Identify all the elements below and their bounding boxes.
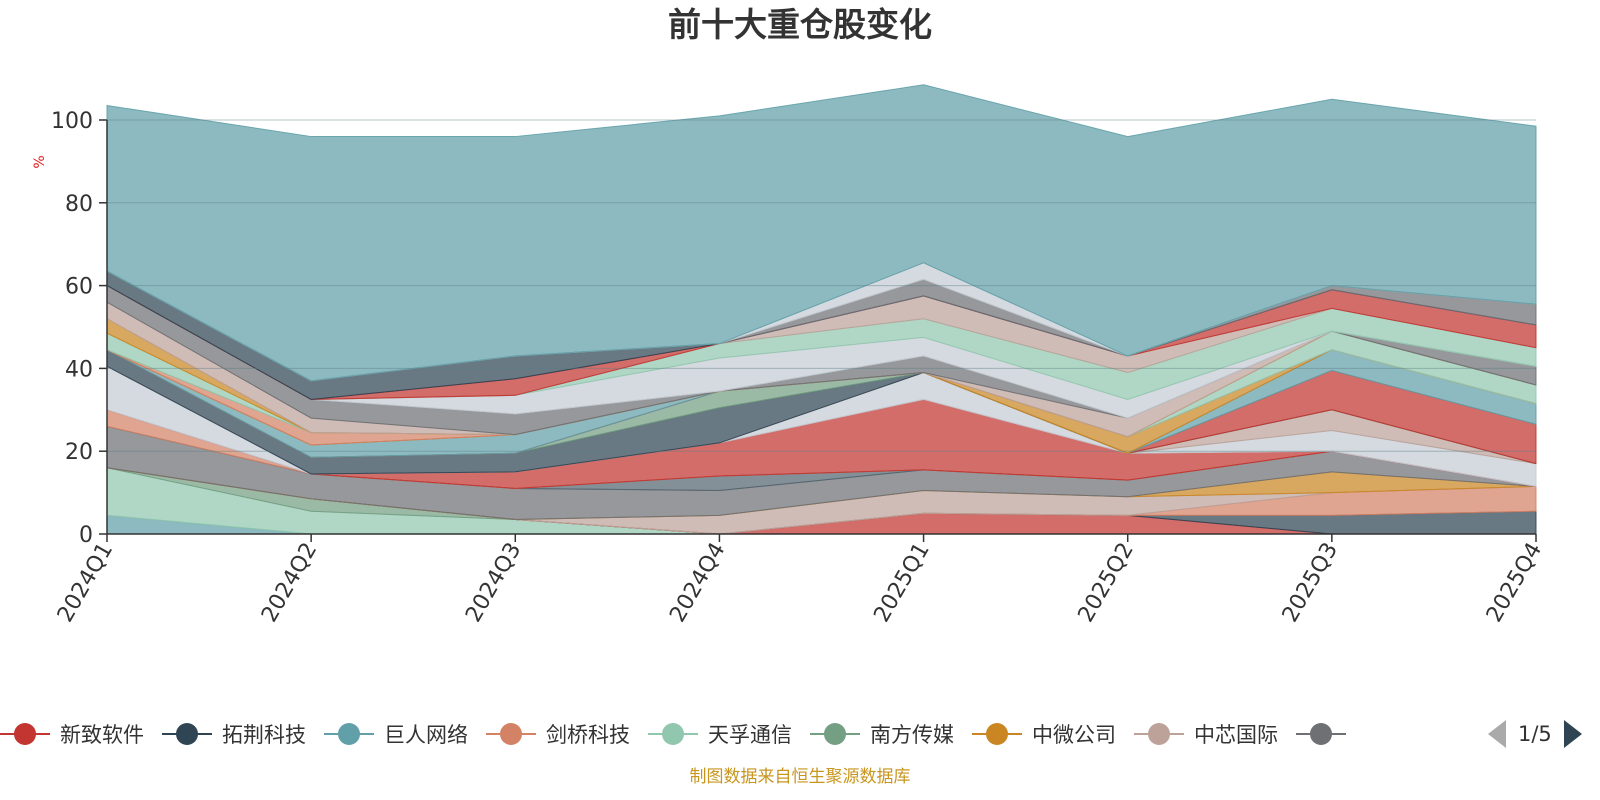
legend-item[interactable]: 中微公司 xyxy=(972,712,1130,756)
legend-label: 巨人网络 xyxy=(384,723,468,747)
y-tick-label: 20 xyxy=(65,440,93,465)
legend-symbol-icon xyxy=(810,723,860,745)
legend-label: 天孚通信 xyxy=(708,723,792,747)
legend-label: 中芯国际 xyxy=(1194,723,1278,747)
x-tick-label: 2025Q4 xyxy=(1482,539,1547,627)
legend-label: 中微公司 xyxy=(1032,723,1116,747)
legend-pager: 1/5 xyxy=(1488,716,1582,752)
legend-label: 新致软件 xyxy=(60,723,144,747)
x-tick-label: 2024Q1 xyxy=(53,539,118,627)
legend-item[interactable]: 剑桥科技 xyxy=(486,712,644,756)
legend-label: 南方传媒 xyxy=(870,723,954,747)
series-layer xyxy=(106,84,1537,535)
area-series-31 xyxy=(106,84,1537,382)
legend-item[interactable]: 南方传媒 xyxy=(810,712,968,756)
legend-next-page-icon[interactable] xyxy=(1563,720,1582,748)
legend-symbol-icon xyxy=(324,723,374,745)
y-tick-label: 40 xyxy=(65,357,93,382)
x-tick-label: 2025Q2 xyxy=(1074,539,1139,627)
legend-symbol-icon xyxy=(0,723,50,745)
legend-item[interactable]: 中芯国际 xyxy=(1134,712,1292,756)
legend-item[interactable] xyxy=(1296,712,1370,756)
y-axis-unit-label: % xyxy=(32,155,48,168)
x-tick-label: 2025Q1 xyxy=(869,539,934,627)
legend-prev-page-icon[interactable] xyxy=(1488,720,1506,748)
chart-title: 前十大重仓股变化 xyxy=(668,5,932,44)
y-tick-label: 60 xyxy=(65,275,93,300)
legend-item[interactable]: 新致软件 xyxy=(0,712,158,756)
legend-label: 剑桥科技 xyxy=(546,723,630,747)
legend-item[interactable]: 天孚通信 xyxy=(648,712,806,756)
legend-symbol-icon xyxy=(1134,723,1184,745)
legend-symbol-icon xyxy=(486,723,536,745)
data-source-note: 制图数据来自恒生聚源数据库 xyxy=(689,767,911,787)
legend-symbol-icon xyxy=(648,723,698,745)
y-tick-label: 100 xyxy=(51,109,93,134)
x-tick-label: 2024Q3 xyxy=(461,539,526,627)
y-tick-label: 0 xyxy=(79,523,93,548)
y-tick-label: 80 xyxy=(65,192,93,217)
legend-item[interactable]: 巨人网络 xyxy=(324,712,482,756)
legend-label: 拓荆科技 xyxy=(222,723,306,747)
grid-lines xyxy=(107,119,1536,452)
x-tick-label: 2025Q3 xyxy=(1278,539,1343,627)
legend: 新致软件 拓荆科技 巨人网络 剑桥科技 天孚通信 南方传媒 中微公司 中芯国际 xyxy=(0,712,1480,756)
legend-symbol-icon xyxy=(162,723,212,745)
x-tick-label: 2024Q4 xyxy=(665,539,730,627)
legend-page-indicator: 1/5 xyxy=(1518,722,1552,746)
legend-symbol-icon xyxy=(972,723,1022,745)
legend-symbol-icon xyxy=(1296,723,1346,745)
legend-item[interactable]: 拓荆科技 xyxy=(162,712,320,756)
x-tick-label: 2024Q2 xyxy=(257,539,322,627)
